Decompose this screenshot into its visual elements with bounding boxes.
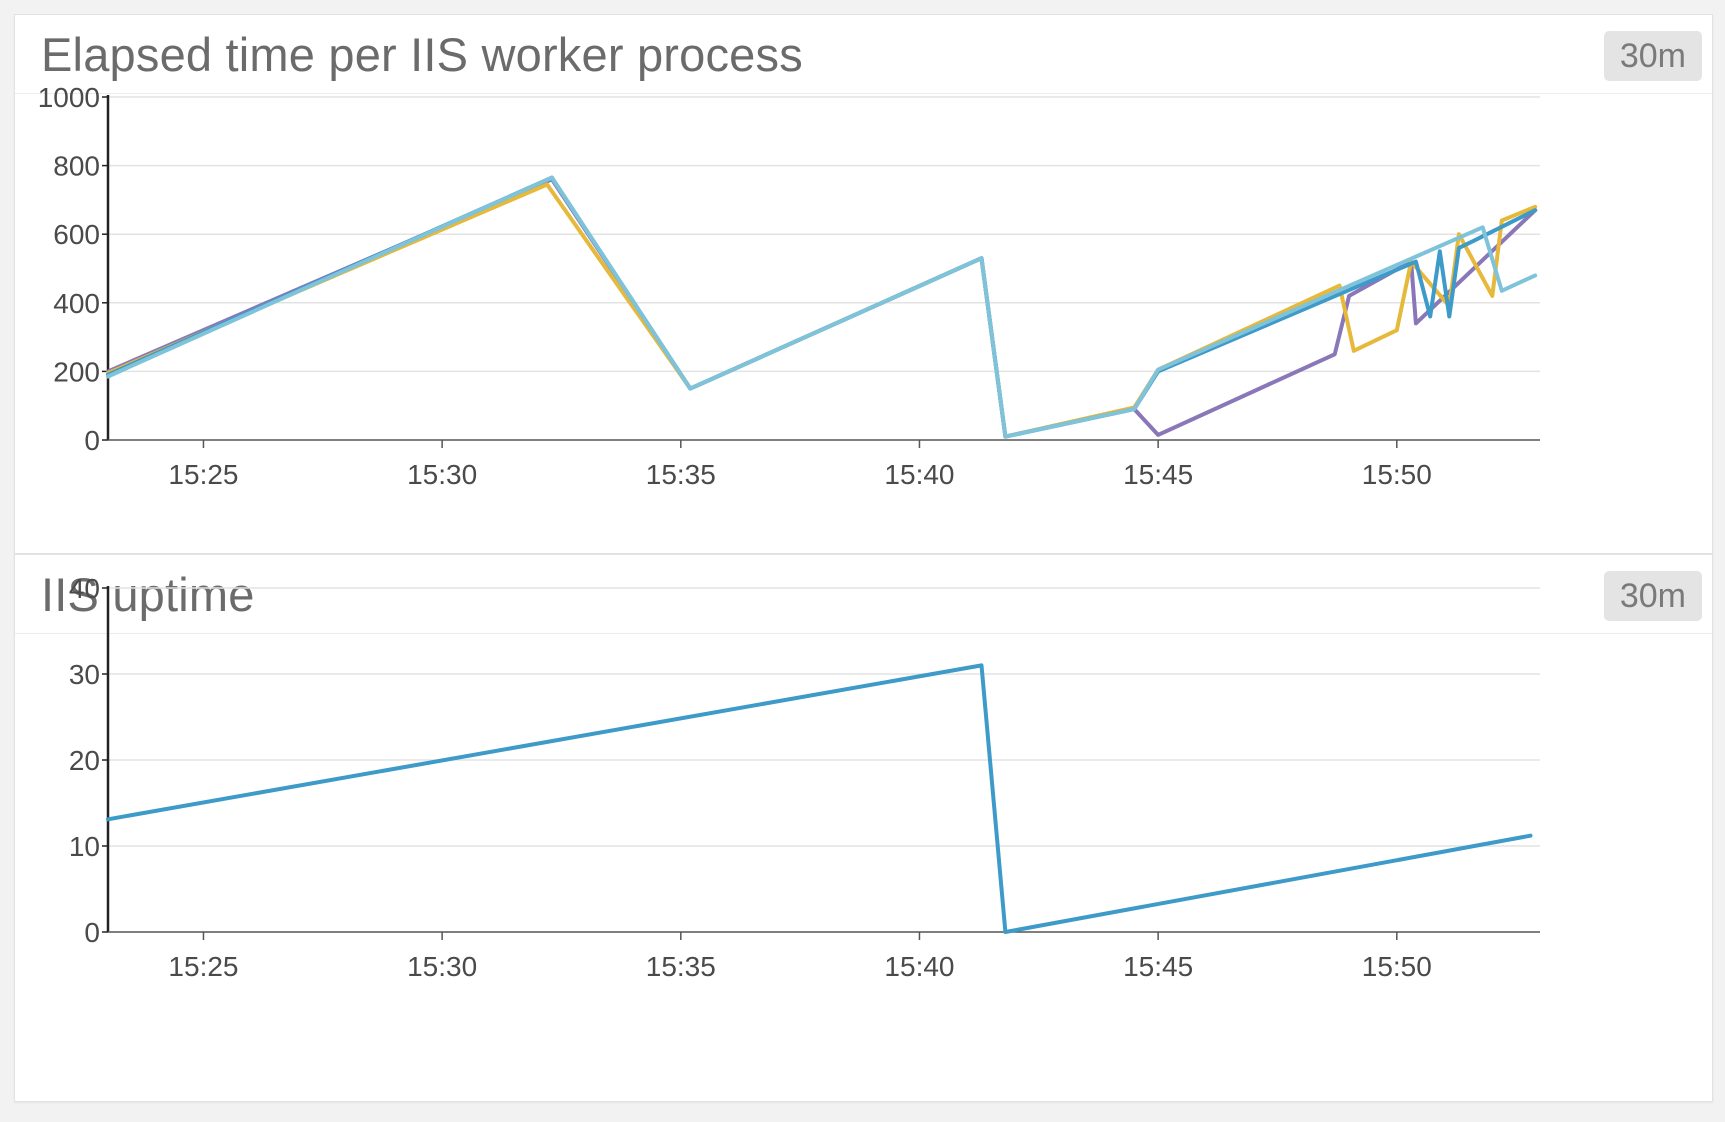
series-line bbox=[106, 177, 1538, 439]
x-tick-label: 15:45 bbox=[1123, 459, 1193, 490]
y-tick-label: 600 bbox=[53, 219, 100, 250]
y-tick-label: 10 bbox=[69, 831, 100, 862]
x-tick-label: 15:50 bbox=[1362, 951, 1432, 982]
y-tick-label: 400 bbox=[53, 288, 100, 319]
panel-header: IIS uptime 30m bbox=[15, 555, 1712, 634]
x-tick-label: 15:40 bbox=[884, 951, 954, 982]
y-tick-label: 800 bbox=[53, 151, 100, 182]
chart-panel-iis-uptime: IIS uptime 30m 0 10 20 30 40 15:25 15:30 15:35 1… bbox=[14, 554, 1713, 1102]
y-tick-label: 1000 bbox=[38, 82, 100, 113]
x-tick-label: 15:40 bbox=[884, 459, 954, 490]
y-tick-label: 0 bbox=[84, 917, 100, 948]
series-line bbox=[106, 175, 1538, 439]
y-tick-label: 40 bbox=[69, 573, 100, 604]
y-tick-label: 20 bbox=[69, 745, 100, 776]
timeframe-badge[interactable]: 30m bbox=[1603, 571, 1702, 621]
timeframe-badge[interactable]: 30m bbox=[1603, 31, 1702, 81]
series-line bbox=[106, 182, 1538, 439]
panel-title: IIS uptime bbox=[41, 568, 255, 621]
x-tick-label: 15:30 bbox=[407, 459, 477, 490]
series-line bbox=[106, 175, 1538, 439]
line-chart-elapsed-time: 0 200 400 600 800 1000 15:25 15:30 15:35 15:40 15:… bbox=[38, 82, 1540, 490]
x-tick-label: 15:50 bbox=[1362, 459, 1432, 490]
x-tick-label: 15:35 bbox=[646, 459, 716, 490]
x-tick-label: 15:25 bbox=[168, 951, 238, 982]
y-tick-label: 200 bbox=[53, 356, 100, 387]
panel-title: Elapsed time per IIS worker process bbox=[41, 28, 803, 81]
x-tick-label: 15:35 bbox=[646, 951, 716, 982]
line-chart-iis-uptime: 0 10 20 30 40 15:25 15:30 15:35 15:40 15:45 15:50 bbox=[69, 573, 1540, 982]
chart-panel-elapsed-time: Elapsed time per IIS worker process 30m … bbox=[14, 14, 1713, 554]
y-tick-label: 30 bbox=[69, 659, 100, 690]
x-tick-label: 15:45 bbox=[1123, 951, 1193, 982]
x-tick-label: 15:25 bbox=[168, 459, 238, 490]
series-line bbox=[106, 663, 1533, 934]
panel-header: Elapsed time per IIS worker process 30m bbox=[15, 15, 1712, 94]
y-tick-label: 0 bbox=[84, 425, 100, 456]
x-tick-label: 15:30 bbox=[407, 951, 477, 982]
